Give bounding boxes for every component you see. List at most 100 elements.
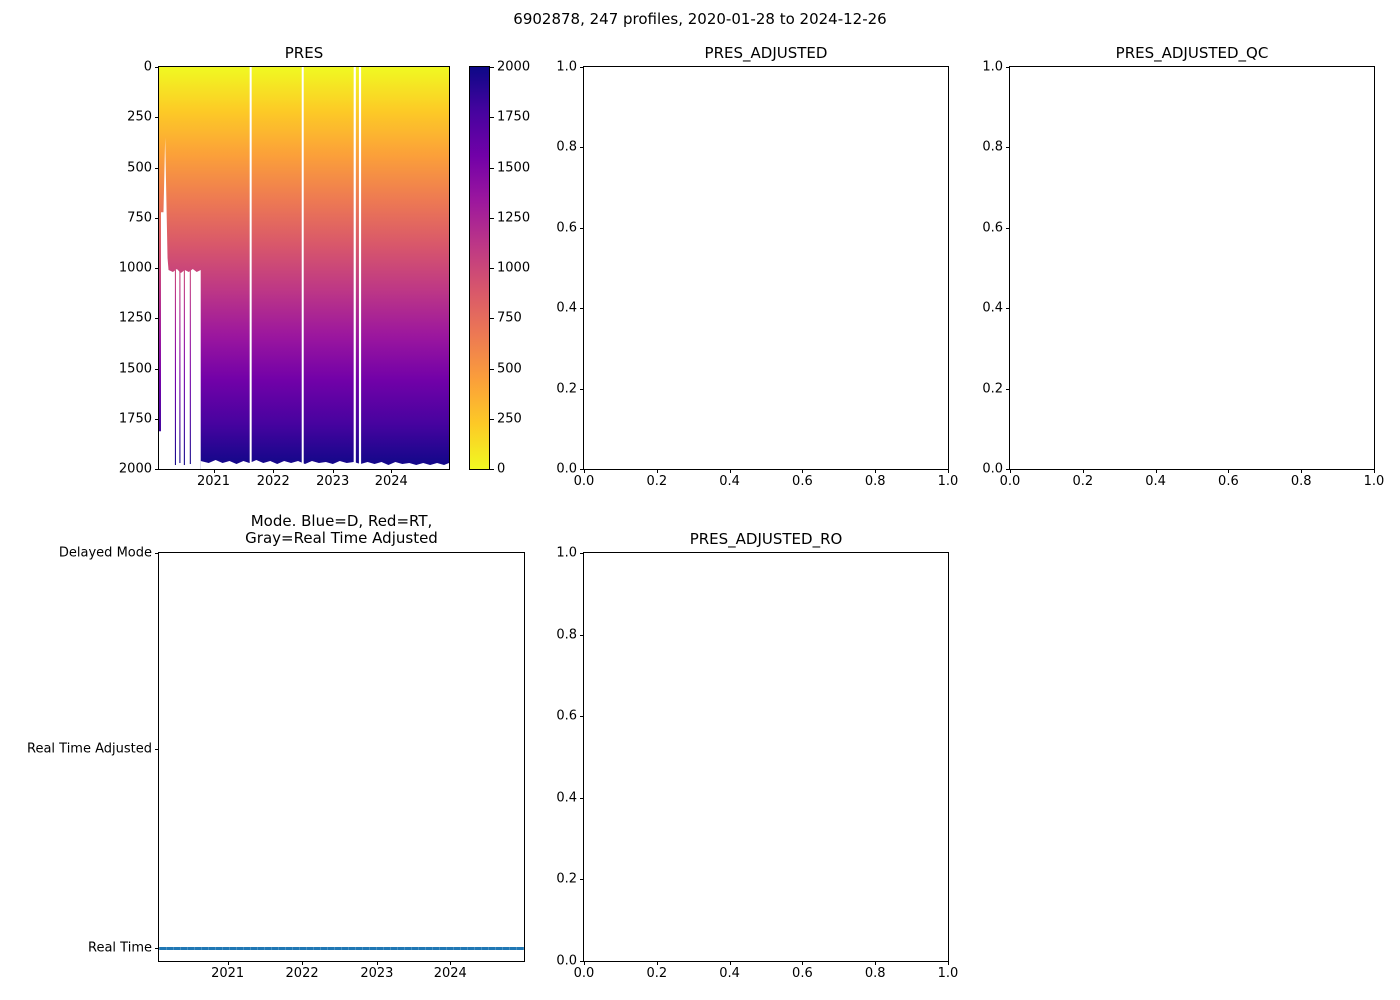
y-tick-mark	[580, 308, 584, 310]
y-tick-mark	[155, 268, 159, 269]
mode-title-line1: Mode. Blue=D, Red=RT,	[250, 512, 433, 530]
y-tick-mark	[155, 368, 159, 370]
y-tick-label: 500	[497, 361, 522, 376]
y-tick-label: 0.4	[556, 300, 577, 316]
x-tick-label: 0.4	[1145, 474, 1166, 489]
y-tick-mark	[489, 217, 494, 219]
y-tick-label: 750	[127, 210, 152, 226]
heatmap-field	[159, 67, 449, 469]
y-tick-mark	[580, 388, 584, 390]
y-tick-mark	[580, 67, 584, 68]
y-tick-label: 0.6	[556, 220, 577, 236]
y-tick-label: 0	[143, 59, 152, 75]
y-tick-mark	[489, 418, 494, 420]
x-tick-mark	[332, 469, 334, 473]
mode-title-line2: Gray=Real Time Adjusted	[245, 529, 438, 547]
y-tick-mark	[155, 217, 159, 219]
y-tick-mark	[1006, 227, 1010, 229]
mode-axes-title: Mode. Blue=D, Red=RT, Gray=Real Time Adj…	[245, 513, 438, 547]
y-tick-label: 0.4	[982, 300, 1003, 316]
x-tick-mark	[302, 961, 304, 965]
y-tick-mark	[580, 147, 584, 149]
x-tick-label: 2022	[256, 474, 290, 489]
x-tick-mark	[1082, 469, 1084, 473]
y-tick-label: 1.0	[556, 545, 577, 561]
heatmap-bottom-missing	[200, 460, 449, 469]
y-tick-label: 0.2	[556, 381, 577, 397]
x-tick-label: 0.6	[1218, 474, 1239, 489]
y-tick-label: 0.8	[982, 139, 1003, 155]
x-tick-label: 2024	[374, 474, 408, 489]
y-tick-label: 1500	[497, 160, 531, 175]
x-tick-mark	[729, 469, 731, 473]
y-tick-mark	[580, 716, 584, 718]
x-tick-mark	[584, 469, 585, 473]
y-tick-label: 1.0	[982, 59, 1003, 75]
x-tick-label: 2024	[433, 966, 467, 981]
y-tick-label: 0.8	[556, 139, 577, 155]
y-tick-label: 250	[127, 109, 152, 125]
y-tick-label: Real Time Adjusted	[27, 741, 152, 757]
y-tick-mark	[1006, 147, 1010, 149]
y-tick-mark	[155, 553, 159, 554]
y-tick-label: 0.8	[556, 627, 577, 643]
x-tick-mark	[227, 961, 229, 965]
x-tick-label: 0.6	[792, 966, 813, 981]
x-tick-label: 0.2	[1072, 474, 1094, 489]
y-tick-label: 0.0	[556, 953, 577, 969]
x-tick-label: 1.0	[937, 474, 959, 489]
x-tick-label: 0.8	[864, 474, 886, 489]
x-tick-label: 0.8	[1290, 474, 1312, 489]
realtime-mode-line	[159, 946, 524, 950]
pres-adjusted-ro-axes-title: PRES_ADJUSTED_RO	[689, 530, 843, 548]
deep-profile-line	[183, 269, 185, 466]
pres-adjusted-qc-axes-title: PRES_ADJUSTED_QC	[1115, 44, 1269, 62]
profile-gap	[353, 67, 356, 469]
x-tick-mark	[1155, 469, 1157, 473]
x-tick-label: 0.2	[646, 966, 668, 981]
y-tick-label: 0.0	[556, 461, 577, 477]
x-tick-mark	[802, 469, 804, 473]
y-tick-label: 500	[127, 160, 152, 175]
y-tick-label: 2000	[118, 461, 152, 477]
x-tick-mark	[273, 469, 275, 473]
y-tick-label: 1250	[497, 210, 531, 226]
pres-heatmap-axes: PRES	[119, 44, 450, 489]
y-tick-label: 1000	[118, 260, 152, 276]
x-tick-mark	[802, 961, 804, 965]
y-tick-mark	[155, 67, 159, 68]
y-tick-mark	[580, 879, 584, 881]
x-tick-mark	[391, 469, 393, 473]
y-tick-mark	[1006, 469, 1010, 470]
x-tick-label: 0.4	[719, 474, 740, 489]
pres-colorbar: 2000 1750 1500 1250 1000 750 500 250 0	[469, 60, 530, 477]
pres-adjusted-axes: PRES_ADJUSTED 0.0 0.2 0.4 0.6 0.8 1.0 1.0 0.8 0.…	[556, 44, 958, 489]
y-tick-label: 1500	[118, 361, 152, 376]
x-tick-label: 2021	[211, 966, 245, 981]
y-tick-label: 1750	[118, 411, 152, 427]
x-tick-mark	[656, 469, 658, 473]
x-tick-label: 0.2	[646, 474, 668, 489]
y-tick-mark	[580, 797, 584, 799]
x-tick-mark	[376, 961, 378, 965]
y-tick-label: 0.4	[556, 790, 577, 806]
pres-adjusted-ro-axes: PRES_ADJUSTED_RO 0.0 0.2 0.4 0.6 0.8 1.0 1.0 0.…	[556, 530, 958, 981]
y-tick-label: Delayed Mode	[58, 545, 152, 561]
y-tick-mark	[155, 948, 159, 950]
y-tick-mark	[155, 749, 159, 751]
y-tick-label: 750	[497, 310, 522, 326]
pres-adjusted-qc-axes: PRES_ADJUSTED_QC 0.0 0.2 0.4 0.6 0.8 1.0 1.0 0.…	[982, 44, 1384, 489]
y-tick-mark	[489, 167, 494, 169]
y-tick-label: 1750	[497, 109, 531, 125]
y-tick-mark	[489, 117, 494, 119]
x-tick-mark	[584, 961, 585, 965]
y-tick-mark	[489, 67, 494, 68]
figure-suptitle: 6902878, 247 profiles, 2020-01-28 to 202…	[513, 10, 887, 28]
profile-gap	[358, 67, 362, 469]
y-tick-mark	[580, 469, 584, 470]
deep-profile-line	[174, 269, 176, 466]
y-tick-mark	[155, 117, 159, 119]
x-tick-mark	[1301, 469, 1303, 473]
y-tick-mark	[155, 418, 159, 420]
y-tick-mark	[489, 318, 494, 320]
